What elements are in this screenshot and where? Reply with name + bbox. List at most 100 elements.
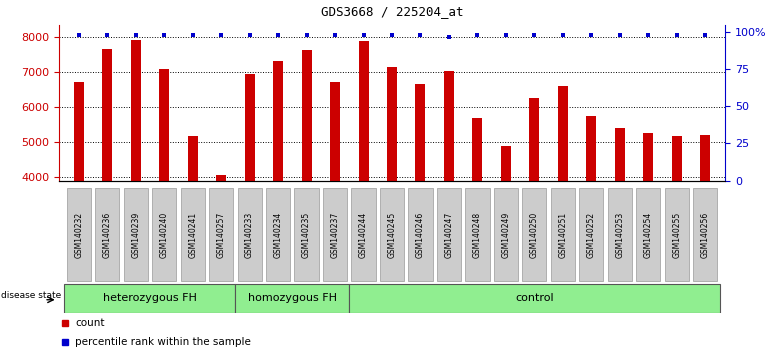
Bar (586, 116, 597, 181)
Bar (529, 98, 539, 181)
Text: GSM140255: GSM140255 (673, 211, 681, 258)
Bar (245, 74, 255, 181)
Text: GSM140252: GSM140252 (587, 211, 596, 258)
Point (585, 32, 597, 38)
FancyBboxPatch shape (693, 188, 717, 281)
Point (101, 32, 114, 38)
Point (499, 32, 512, 38)
FancyBboxPatch shape (579, 188, 604, 281)
Text: GSM140239: GSM140239 (131, 211, 140, 258)
Bar (330, 82, 340, 181)
Bar (501, 146, 511, 181)
Point (243, 32, 256, 38)
Text: GSM140244: GSM140244 (359, 211, 368, 258)
Bar (187, 136, 198, 181)
Text: GSM140235: GSM140235 (302, 211, 311, 258)
Text: GSM140240: GSM140240 (160, 211, 169, 258)
Point (72, 32, 85, 38)
Bar (358, 40, 368, 181)
FancyBboxPatch shape (551, 188, 575, 281)
FancyBboxPatch shape (235, 284, 350, 313)
FancyBboxPatch shape (295, 188, 318, 281)
FancyBboxPatch shape (380, 188, 404, 281)
Bar (131, 40, 140, 181)
Bar (387, 68, 397, 181)
Bar (672, 136, 682, 181)
Text: GSM140249: GSM140249 (502, 211, 510, 258)
Point (414, 32, 426, 38)
Point (358, 32, 370, 38)
FancyBboxPatch shape (124, 188, 148, 281)
Point (386, 32, 398, 38)
Text: homozygous FH: homozygous FH (248, 293, 337, 303)
Bar (302, 50, 311, 181)
Text: GSM140237: GSM140237 (331, 211, 339, 258)
Bar (273, 61, 283, 181)
Text: GSM140250: GSM140250 (530, 211, 539, 258)
FancyBboxPatch shape (437, 188, 461, 281)
Text: GSM140236: GSM140236 (103, 211, 111, 258)
Bar (473, 118, 482, 181)
Text: GSM140234: GSM140234 (274, 211, 282, 258)
FancyBboxPatch shape (323, 188, 347, 281)
Point (557, 32, 569, 38)
Bar (74, 82, 84, 181)
Bar (444, 72, 454, 181)
Bar (644, 133, 653, 181)
Text: GSM140251: GSM140251 (558, 211, 568, 258)
FancyBboxPatch shape (494, 188, 518, 281)
FancyBboxPatch shape (64, 284, 235, 313)
FancyBboxPatch shape (408, 188, 433, 281)
FancyBboxPatch shape (209, 188, 233, 281)
FancyBboxPatch shape (67, 188, 91, 281)
Bar (558, 86, 568, 181)
Point (528, 32, 541, 38)
Text: GSM140247: GSM140247 (445, 211, 453, 258)
Text: heterozygous FH: heterozygous FH (103, 293, 197, 303)
Text: GSM140232: GSM140232 (74, 211, 83, 258)
Text: GSM140256: GSM140256 (701, 211, 710, 258)
Text: GSM140246: GSM140246 (416, 211, 425, 258)
FancyBboxPatch shape (238, 188, 262, 281)
Bar (102, 49, 112, 181)
Bar (216, 175, 226, 181)
FancyBboxPatch shape (466, 188, 489, 281)
Point (187, 32, 199, 38)
FancyBboxPatch shape (636, 188, 660, 281)
Bar (615, 128, 625, 181)
Text: GSM140241: GSM140241 (188, 211, 197, 258)
Text: control: control (515, 293, 554, 303)
FancyBboxPatch shape (180, 188, 205, 281)
Bar (416, 84, 426, 181)
FancyBboxPatch shape (608, 188, 632, 281)
Point (272, 32, 285, 38)
Text: disease state: disease state (1, 291, 61, 300)
Point (158, 32, 170, 38)
Point (443, 34, 456, 40)
Point (129, 32, 142, 38)
Text: count: count (75, 318, 105, 328)
Text: GSM140253: GSM140253 (615, 211, 624, 258)
FancyBboxPatch shape (665, 188, 689, 281)
FancyBboxPatch shape (350, 284, 720, 313)
FancyBboxPatch shape (95, 188, 119, 281)
Point (670, 32, 683, 38)
Point (642, 32, 655, 38)
FancyBboxPatch shape (152, 188, 176, 281)
Point (300, 32, 313, 38)
Text: GDS3668 / 225204_at: GDS3668 / 225204_at (321, 5, 463, 18)
Text: GSM140245: GSM140245 (387, 211, 397, 258)
Text: percentile rank within the sample: percentile rank within the sample (75, 337, 252, 347)
Text: GSM140254: GSM140254 (644, 211, 653, 258)
FancyBboxPatch shape (351, 188, 376, 281)
FancyBboxPatch shape (522, 188, 546, 281)
Point (215, 32, 227, 38)
Bar (159, 69, 169, 181)
Text: GSM140257: GSM140257 (216, 211, 226, 258)
Point (328, 32, 341, 38)
Point (471, 32, 484, 38)
FancyBboxPatch shape (266, 188, 290, 281)
Text: GSM140248: GSM140248 (473, 211, 482, 258)
Point (699, 32, 712, 38)
Point (614, 32, 626, 38)
